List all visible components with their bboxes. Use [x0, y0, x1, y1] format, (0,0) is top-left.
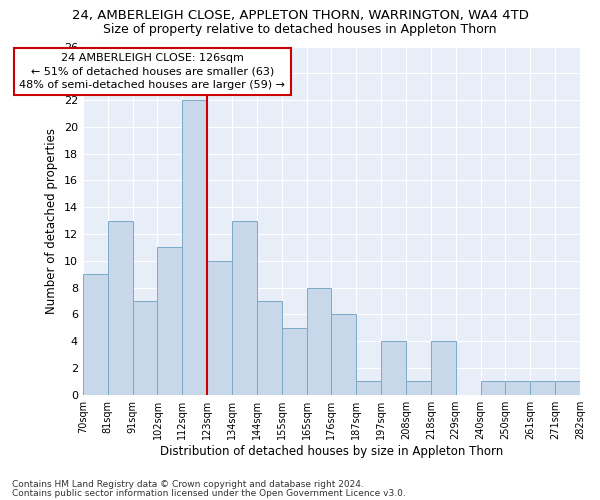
- Bar: [232, 220, 257, 394]
- Bar: [555, 382, 580, 394]
- Bar: [331, 314, 356, 394]
- Bar: [257, 301, 282, 394]
- Text: Contains public sector information licensed under the Open Government Licence v3: Contains public sector information licen…: [12, 488, 406, 498]
- Bar: [307, 288, 331, 395]
- Text: 24, AMBERLEIGH CLOSE, APPLETON THORN, WARRINGTON, WA4 4TD: 24, AMBERLEIGH CLOSE, APPLETON THORN, WA…: [71, 9, 529, 22]
- Bar: [530, 382, 555, 394]
- Bar: [108, 220, 133, 394]
- Text: Size of property relative to detached houses in Appleton Thorn: Size of property relative to detached ho…: [103, 22, 497, 36]
- Bar: [406, 382, 431, 394]
- X-axis label: Distribution of detached houses by size in Appleton Thorn: Distribution of detached houses by size …: [160, 444, 503, 458]
- Bar: [481, 382, 505, 394]
- Bar: [133, 301, 157, 394]
- Text: 24 AMBERLEIGH CLOSE: 126sqm
← 51% of detached houses are smaller (63)
48% of sem: 24 AMBERLEIGH CLOSE: 126sqm ← 51% of det…: [19, 53, 286, 90]
- Bar: [207, 261, 232, 394]
- Bar: [356, 382, 381, 394]
- Bar: [83, 274, 108, 394]
- Bar: [381, 341, 406, 394]
- Bar: [182, 100, 207, 394]
- Bar: [157, 248, 182, 394]
- Bar: [431, 341, 456, 394]
- Y-axis label: Number of detached properties: Number of detached properties: [45, 128, 58, 314]
- Bar: [282, 328, 307, 394]
- Text: Contains HM Land Registry data © Crown copyright and database right 2024.: Contains HM Land Registry data © Crown c…: [12, 480, 364, 489]
- Bar: [505, 382, 530, 394]
